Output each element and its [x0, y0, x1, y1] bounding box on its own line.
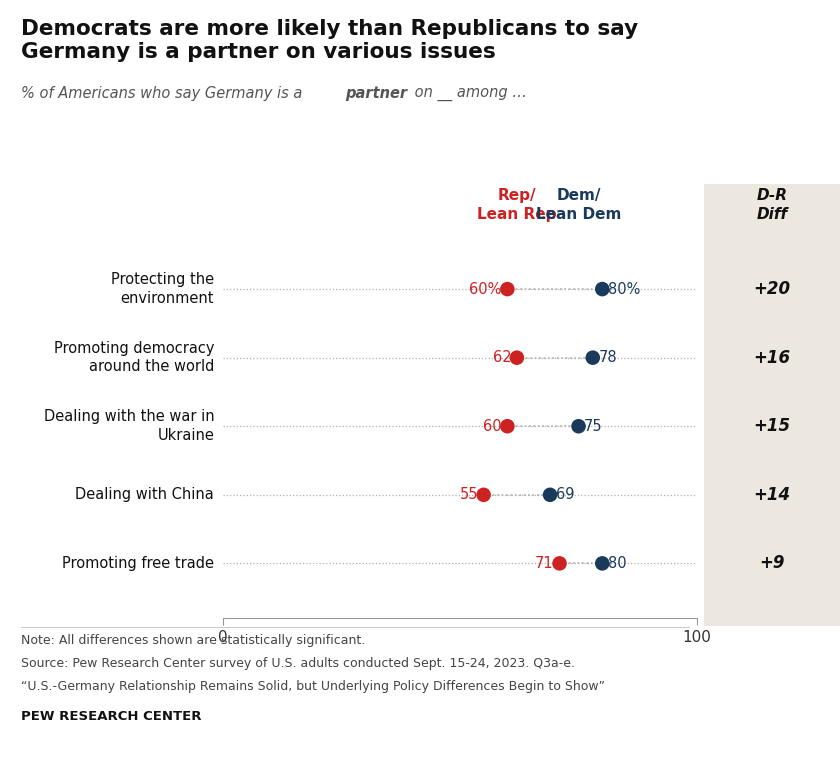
Text: D-R
Diff: D-R Diff: [756, 188, 788, 222]
Text: Germany is a partner on various issues: Germany is a partner on various issues: [21, 42, 496, 62]
Text: on __ among …: on __ among …: [410, 86, 527, 101]
Text: 71: 71: [535, 556, 554, 571]
Point: [543, 488, 557, 501]
Text: 69: 69: [556, 488, 575, 502]
Text: 60: 60: [483, 419, 501, 434]
Text: +20: +20: [753, 280, 790, 298]
Text: 80: 80: [608, 556, 627, 571]
Text: PEW RESEARCH CENTER: PEW RESEARCH CENTER: [21, 710, 202, 723]
Text: +16: +16: [753, 349, 790, 366]
Text: 60%: 60%: [470, 282, 501, 296]
Text: Dem/
Lean Dem: Dem/ Lean Dem: [536, 188, 622, 222]
Text: partner: partner: [345, 86, 407, 101]
Text: 80%: 80%: [608, 282, 640, 296]
Point: [510, 352, 523, 364]
Point: [572, 420, 585, 432]
Text: Rep/
Lean Rep: Rep/ Lean Rep: [477, 188, 557, 222]
Text: Dealing with the war in
Ukraine: Dealing with the war in Ukraine: [44, 409, 214, 443]
Point: [477, 488, 491, 501]
Text: Protecting the
environment: Protecting the environment: [111, 273, 214, 306]
Text: Dealing with China: Dealing with China: [76, 488, 214, 502]
Text: Promoting democracy
around the world: Promoting democracy around the world: [54, 341, 214, 375]
Point: [501, 420, 514, 432]
Text: Democrats are more likely than Republicans to say: Democrats are more likely than Republica…: [21, 19, 638, 39]
Text: +14: +14: [753, 486, 790, 504]
Text: Promoting free trade: Promoting free trade: [62, 556, 214, 571]
Text: % of Americans who say Germany is a: % of Americans who say Germany is a: [21, 86, 307, 101]
Text: Source: Pew Research Center survey of U.S. adults conducted Sept. 15-24, 2023. Q: Source: Pew Research Center survey of U.…: [21, 657, 575, 670]
Text: +15: +15: [753, 417, 790, 435]
Point: [501, 283, 514, 295]
Point: [596, 558, 609, 570]
Text: 62: 62: [492, 350, 512, 365]
Text: “U.S.-Germany Relationship Remains Solid, but Underlying Policy Differences Begi: “U.S.-Germany Relationship Remains Solid…: [21, 680, 605, 693]
Text: 55: 55: [459, 488, 478, 502]
Point: [553, 558, 566, 570]
Text: Note: All differences shown are statistically significant.: Note: All differences shown are statisti…: [21, 634, 365, 647]
Point: [596, 283, 609, 295]
Text: +9: +9: [759, 554, 785, 572]
Text: 75: 75: [585, 419, 603, 434]
Point: [586, 352, 600, 364]
Text: 78: 78: [598, 350, 617, 365]
